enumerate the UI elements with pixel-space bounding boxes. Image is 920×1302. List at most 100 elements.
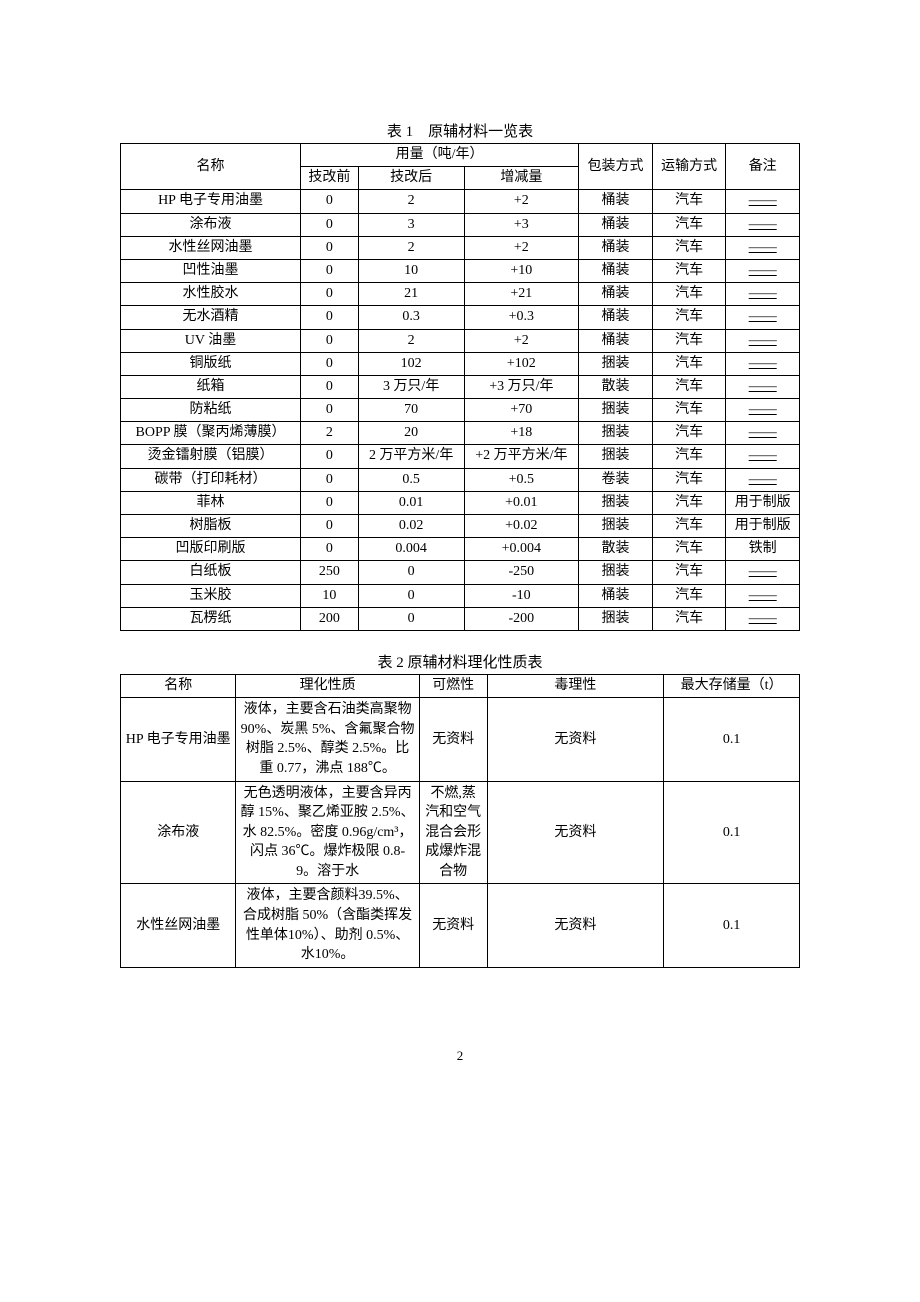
table-row: 瓦楞纸2000-200捆装汽车—— [121, 607, 800, 630]
cell-delta: +2 [464, 190, 579, 213]
cell-after: 3 [358, 213, 464, 236]
table-row: 菲林00.01+0.01捆装汽车用于制版 [121, 491, 800, 514]
cell-after: 10 [358, 259, 464, 282]
cell-before: 10 [301, 584, 359, 607]
cell-toxic: 无资料 [487, 884, 664, 967]
cell-name: 铜版纸 [121, 352, 301, 375]
cell-transport: 汽车 [652, 515, 726, 538]
cell-before: 250 [301, 561, 359, 584]
cell-package: 捆装 [579, 561, 653, 584]
cell-name: 玉米胶 [121, 584, 301, 607]
cell-after: 2 [358, 236, 464, 259]
th-package: 包装方式 [579, 144, 653, 190]
cell-storage: 0.1 [664, 781, 800, 884]
table-row: 凹性油墨010+10桶装汽车—— [121, 259, 800, 282]
cell-storage: 0.1 [664, 698, 800, 781]
cell-remark: —— [726, 375, 800, 398]
cell-package: 散装 [579, 375, 653, 398]
th2-flammable: 可燃性 [419, 674, 487, 697]
cell-name: 涂布液 [121, 213, 301, 236]
table-row: 水性胶水021+21桶装汽车—— [121, 283, 800, 306]
cell-transport: 汽车 [652, 306, 726, 329]
cell-remark: 用于制版 [726, 515, 800, 538]
table-row: 纸箱03 万只/年+3 万只/年散装汽车—— [121, 375, 800, 398]
cell-remark: —— [726, 584, 800, 607]
cell-package: 桶装 [579, 283, 653, 306]
cell-after: 102 [358, 352, 464, 375]
cell-delta: +21 [464, 283, 579, 306]
cell-before: 0 [301, 515, 359, 538]
cell-package: 捆装 [579, 607, 653, 630]
cell-flammable: 无资料 [419, 698, 487, 781]
th-name: 名称 [121, 144, 301, 190]
cell-remark: —— [726, 306, 800, 329]
cell-after: 2 [358, 190, 464, 213]
table-row: HP 电子专用油墨02+2桶装汽车—— [121, 190, 800, 213]
cell-transport: 汽车 [652, 491, 726, 514]
cell-name: HP 电子专用油墨 [121, 190, 301, 213]
cell-package: 捆装 [579, 515, 653, 538]
th2-name: 名称 [121, 674, 236, 697]
th-after: 技改后 [358, 167, 464, 190]
cell-remark: —— [726, 607, 800, 630]
cell-package: 捆装 [579, 399, 653, 422]
cell-delta: +0.02 [464, 515, 579, 538]
cell-before: 0 [301, 468, 359, 491]
cell-delta: +0.5 [464, 468, 579, 491]
page-number: 2 [120, 1048, 800, 1064]
cell-remark: —— [726, 213, 800, 236]
cell-name: 菲林 [121, 491, 301, 514]
cell-remark: —— [726, 283, 800, 306]
th2-property: 理化性质 [236, 674, 419, 697]
cell-remark: —— [726, 329, 800, 352]
cell-after: 0 [358, 561, 464, 584]
cell-name: 防粘纸 [121, 399, 301, 422]
cell-delta: +0.3 [464, 306, 579, 329]
cell-before: 0 [301, 236, 359, 259]
cell-name: 碳带（打印耗材） [121, 468, 301, 491]
table1: 名称 用量（吨/年） 包装方式 运输方式 备注 技改前 技改后 增减量 HP 电… [120, 143, 800, 631]
cell-after: 3 万只/年 [358, 375, 464, 398]
cell-package: 卷装 [579, 468, 653, 491]
cell-delta: +0.004 [464, 538, 579, 561]
cell-package: 桶装 [579, 213, 653, 236]
cell-before: 0 [301, 283, 359, 306]
table-row: 涂布液03+3桶装汽车—— [121, 213, 800, 236]
cell-package: 桶装 [579, 306, 653, 329]
cell-after: 20 [358, 422, 464, 445]
cell-delta: +10 [464, 259, 579, 282]
cell-after: 21 [358, 283, 464, 306]
cell-name: 烫金镭射膜（铝膜） [121, 445, 301, 468]
cell-name: 凹版印刷版 [121, 538, 301, 561]
cell-remark: —— [726, 399, 800, 422]
table-row: 白纸板2500-250捆装汽车—— [121, 561, 800, 584]
table1-title: 表 1 原辅材料一览表 [120, 120, 800, 141]
th-transport: 运输方式 [652, 144, 726, 190]
cell-after: 0.02 [358, 515, 464, 538]
cell-after: 2 [358, 329, 464, 352]
cell-remark: —— [726, 236, 800, 259]
cell-package: 桶装 [579, 584, 653, 607]
cell-after: 70 [358, 399, 464, 422]
cell-property: 液体，主要含石油类高聚物 90%、炭黑 5%、含氟聚合物树脂 2.5%、醇类 2… [236, 698, 419, 781]
cell-property: 液体，主要含颜料39.5%、合成树脂 50%（含酯类挥发性单体10%）、助剂 0… [236, 884, 419, 967]
cell-package: 散装 [579, 538, 653, 561]
table-row: 玉米胶100-10桶装汽车—— [121, 584, 800, 607]
cell-after: 0 [358, 584, 464, 607]
cell-before: 0 [301, 213, 359, 236]
cell-after: 0.3 [358, 306, 464, 329]
cell-transport: 汽车 [652, 352, 726, 375]
cell-transport: 汽车 [652, 422, 726, 445]
cell-before: 0 [301, 190, 359, 213]
cell-before: 0 [301, 445, 359, 468]
cell-delta: -200 [464, 607, 579, 630]
cell-delta: +2 [464, 236, 579, 259]
cell-before: 0 [301, 306, 359, 329]
cell-name: 无水酒精 [121, 306, 301, 329]
cell-remark: —— [726, 561, 800, 584]
cell-remark: 铁制 [726, 538, 800, 561]
table-row: 碳带（打印耗材）00.5+0.5卷装汽车—— [121, 468, 800, 491]
cell-before: 200 [301, 607, 359, 630]
cell-name: 水性丝网油墨 [121, 884, 236, 967]
cell-package: 捆装 [579, 445, 653, 468]
